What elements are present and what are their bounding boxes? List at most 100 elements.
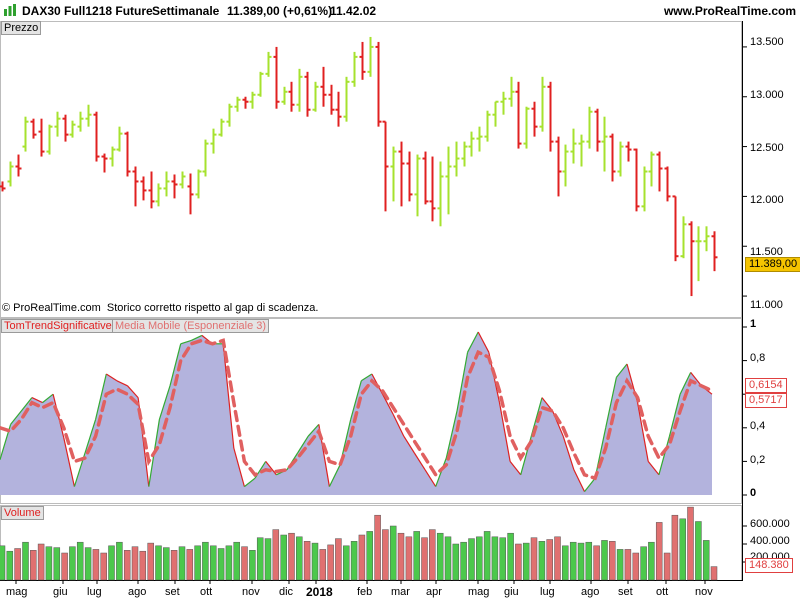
indicator-line-segment	[435, 457, 447, 487]
indicator-line-segment	[350, 380, 362, 420]
volume-bar	[609, 541, 616, 581]
volume-bar	[84, 547, 92, 581]
volume-bar	[624, 549, 632, 581]
volume-bar	[163, 547, 170, 581]
indicator-line-segment	[127, 385, 139, 399]
price-panel-frame	[0, 21, 742, 318]
price-panel-label[interactable]: Prezzo	[1, 21, 42, 35]
volume-bar	[335, 538, 342, 581]
volume-bar	[202, 541, 209, 581]
indicator-line-segment	[605, 377, 617, 428]
x-axis-label: lug	[540, 586, 555, 598]
volume-bar	[671, 514, 679, 581]
volume-bar	[319, 549, 327, 581]
x-axis-year-label: 2018	[306, 585, 333, 599]
indicator-axis-label: 0,2	[750, 454, 766, 466]
quote-time: 11.42.02	[330, 4, 377, 18]
volume-bar	[288, 532, 295, 581]
volume-bar	[155, 545, 162, 581]
x-axis-label: nov	[242, 586, 260, 598]
indicator-ma-value-badge: 0,5717	[745, 393, 787, 408]
x-axis-label: set	[618, 586, 633, 598]
volume-bar	[100, 552, 107, 581]
indicator-line-segment	[328, 464, 341, 487]
x-axis-label: giu	[504, 586, 519, 598]
volume-bar	[710, 566, 718, 581]
indicator-line-segment	[658, 436, 671, 475]
volume-bar	[687, 506, 694, 581]
indicator-line-segment	[31, 397, 43, 404]
volume-bar	[366, 531, 373, 581]
volume-bar	[569, 541, 577, 581]
indicator-value-badge: 0,6154	[745, 378, 787, 393]
volume-bar	[530, 537, 538, 581]
volume-bar	[241, 546, 248, 581]
volume-bar	[460, 541, 467, 581]
volume-bar	[217, 548, 225, 581]
indicator-line-segment	[307, 423, 320, 437]
indicator-panel-label[interactable]: TomTrendSignificative	[1, 319, 115, 333]
volume-bar	[476, 536, 483, 581]
indicator-line-segment	[647, 461, 660, 476]
indicator-line-segment	[584, 477, 596, 492]
x-axis-label: mag	[468, 586, 490, 598]
volume-bar	[397, 532, 405, 581]
volume-bar	[76, 541, 84, 581]
volume-bar	[515, 543, 522, 581]
volume-bar	[389, 525, 397, 581]
indicator-line-segment	[509, 461, 522, 476]
volume-bar	[22, 541, 29, 581]
indicator-axis-label: 0,8	[750, 352, 766, 364]
timeframe-label[interactable]: Settimanale	[152, 4, 220, 18]
indicator-line-segment	[530, 397, 543, 437]
indicator-line-segment	[169, 343, 182, 386]
indicator-line-segment	[403, 435, 415, 454]
volume-bar	[303, 541, 311, 581]
volume-bar	[14, 548, 21, 581]
indicator-line-segment	[573, 469, 586, 492]
volume-bar	[585, 541, 593, 581]
volume-bar	[92, 549, 100, 581]
volume-panel-label[interactable]: Volume	[1, 506, 44, 520]
x-axis-label: feb	[357, 586, 373, 598]
site-url[interactable]: www.ProRealTime.com	[663, 4, 796, 18]
volume-bar	[296, 536, 303, 581]
volume-bar	[444, 536, 452, 581]
indicator-line-segment	[244, 477, 256, 488]
indicator-line-segment	[413, 452, 426, 471]
volume-bar	[554, 536, 561, 581]
indicator-line-segment	[477, 331, 490, 353]
volume-bar	[499, 537, 506, 581]
volume-bar	[139, 550, 147, 581]
prorealtime-logo-icon	[4, 4, 16, 16]
instrument-name: DAX30 Full1218 Future	[22, 4, 153, 18]
volume-bar	[601, 540, 608, 581]
x-axis-label: nov	[695, 586, 713, 598]
volume-bar	[421, 537, 428, 581]
indicator-line-segment	[679, 372, 692, 395]
indicator-line-segment	[105, 373, 118, 382]
indicator-ma-label[interactable]: Media Mobile (Esponenziale 3)	[112, 319, 270, 333]
indicator-line-segment	[360, 373, 373, 382]
volume-bar	[37, 543, 45, 581]
volume-bar	[702, 540, 710, 581]
volume-bar	[483, 531, 491, 581]
volume-bar	[382, 529, 389, 581]
volume-bar	[6, 550, 14, 581]
volume-bar	[53, 547, 61, 581]
indicator-line-segment	[116, 380, 128, 387]
volume-bar	[522, 542, 530, 581]
indicator-line-segment	[180, 339, 192, 345]
indicator-line-segment	[158, 385, 171, 420]
volume-axis-label: 400.000	[750, 535, 790, 547]
indicator-line-segment	[84, 419, 97, 454]
x-axis-label: mag	[6, 586, 28, 598]
volume-bar	[131, 546, 139, 581]
volume-bar	[695, 521, 702, 581]
volume-bar	[280, 534, 287, 581]
volume-bar	[116, 541, 123, 581]
indicator-line-segment	[63, 437, 75, 487]
volume-bar	[538, 541, 546, 581]
volume-bar	[577, 542, 585, 581]
